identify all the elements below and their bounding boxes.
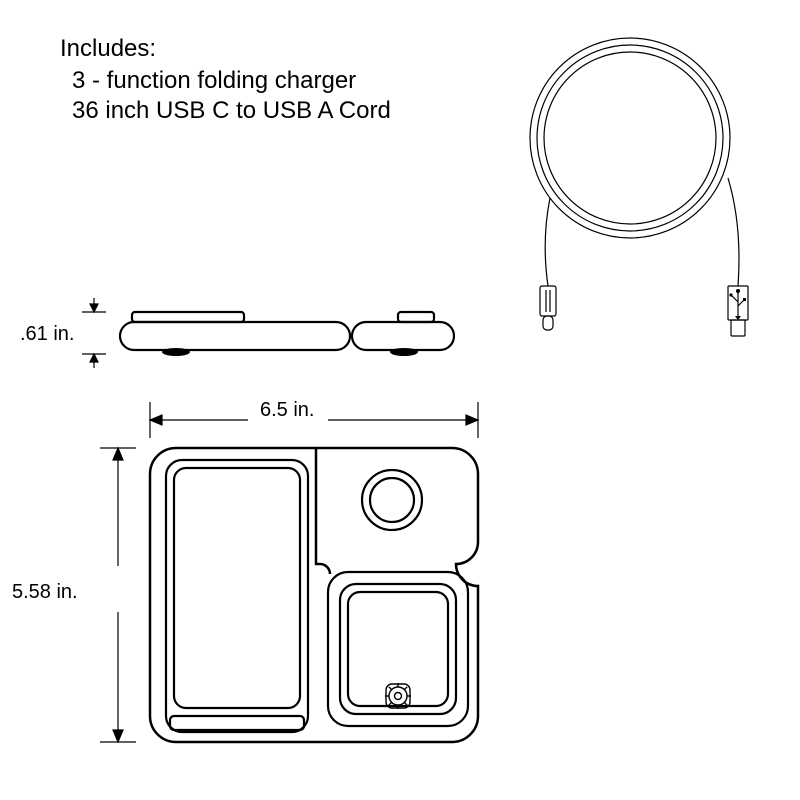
height-dimension-label: 5.58 in.	[12, 580, 78, 605]
diagram-canvas: Includes: 3 - function folding charger 3…	[0, 0, 800, 800]
usb-cable-drawing	[480, 28, 770, 348]
gear-icon	[385, 683, 411, 709]
earbud-pad-icon	[328, 572, 468, 726]
usb-a-connector-icon	[728, 286, 748, 336]
includes-line-2: 36 inch USB C to USB A Cord	[72, 96, 391, 126]
charger-top-view	[88, 396, 508, 776]
usb-c-connector-icon	[540, 286, 556, 330]
phone-pad-icon	[166, 460, 308, 732]
includes-heading: Includes:	[60, 34, 156, 64]
watch-charger-icon	[362, 470, 422, 530]
height-dimension-icon	[100, 448, 136, 742]
width-dimension-icon	[150, 402, 478, 438]
includes-line-1: 3 - function folding charger	[72, 66, 356, 96]
charger-side-view	[80, 288, 480, 378]
thickness-dimension-label: .61 in.	[20, 322, 74, 347]
